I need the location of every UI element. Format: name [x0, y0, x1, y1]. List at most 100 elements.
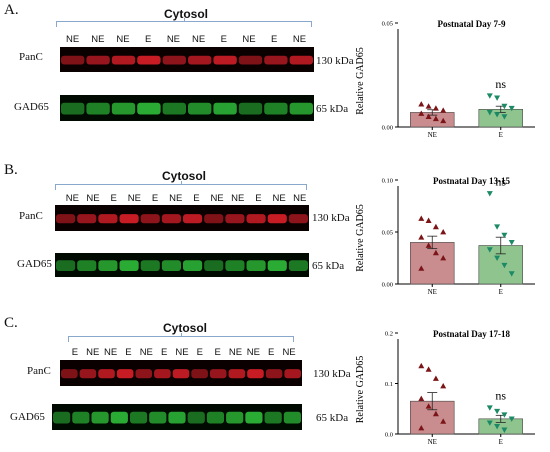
data-point — [418, 101, 425, 107]
data-point — [418, 234, 425, 240]
data-point — [440, 107, 447, 113]
panc-band — [119, 214, 139, 224]
chart-title: Postnatal Day 7-9 — [438, 19, 506, 29]
panel-c-gad65-label: GAD65 — [10, 411, 45, 423]
gad65-band — [72, 411, 90, 424]
gad65-band — [188, 102, 212, 115]
gad65-band — [246, 260, 266, 271]
data-point — [440, 418, 447, 424]
data-point — [501, 114, 508, 120]
panc-band — [98, 369, 115, 379]
lane-label: E — [125, 347, 132, 358]
data-point — [425, 113, 432, 119]
panc-band — [228, 369, 246, 379]
chart-ylabel: Relative GAD65 — [355, 47, 366, 115]
panc-band — [191, 369, 208, 379]
data-point — [418, 265, 425, 271]
panel-b-gad65-label: GAD65 — [17, 258, 52, 270]
panc-band — [154, 369, 171, 379]
panc-band — [265, 369, 283, 379]
chart-postnatal-day-13-15: Postnatal Day 13-15 Relative GAD65 0.00 0.0… — [355, 175, 535, 296]
data-point — [501, 232, 508, 239]
panel-b-letter: B. — [4, 162, 18, 178]
lane-label: NE — [175, 347, 189, 358]
y-tick-label: 0.05 — [382, 230, 393, 237]
data-point — [486, 93, 493, 99]
data-point — [418, 215, 425, 221]
panc-band — [213, 55, 237, 65]
data-point — [508, 105, 515, 112]
panc-band — [161, 214, 181, 224]
lane-label: NE — [169, 193, 183, 204]
panel-b-lane-labels: NE NE E NE E NE E NE NE E NE NE — [62, 193, 310, 204]
gad65-band — [77, 260, 97, 271]
lane-label: E — [110, 193, 117, 204]
data-point — [440, 229, 447, 235]
gad65-band — [56, 260, 76, 271]
gad65-band — [288, 260, 308, 271]
data-point — [501, 262, 508, 269]
y-tick-label: 0.1 — [385, 381, 393, 388]
lane-label: NE — [86, 347, 100, 358]
lane-label: NE — [139, 347, 153, 358]
data-point — [494, 112, 501, 118]
panc-band — [209, 369, 227, 379]
panc-band — [86, 55, 110, 65]
data-point — [432, 375, 439, 381]
gad65-band — [111, 102, 136, 115]
lane-label: E — [160, 347, 168, 358]
significance-label: ns — [495, 175, 506, 189]
panc-band — [204, 214, 224, 224]
gad65-band — [149, 411, 167, 424]
panel-a-gad65-kda: 65 kDa — [316, 103, 349, 115]
panc-band — [188, 55, 212, 65]
gad65-band — [245, 411, 263, 424]
data-point — [425, 403, 432, 409]
gad65-band — [206, 411, 225, 424]
panc-band — [247, 369, 264, 379]
data-point — [486, 191, 493, 197]
lane-label: NE — [166, 34, 181, 45]
panc-band — [116, 369, 134, 379]
gad65-band — [53, 411, 71, 424]
panc-band — [98, 214, 118, 224]
lane-label: NE — [242, 34, 256, 45]
gad65-band — [168, 411, 186, 424]
y-tick-label: 0.0 — [385, 432, 393, 439]
data-point — [508, 240, 515, 246]
gad65-band — [140, 260, 160, 271]
gad65-band — [289, 102, 313, 115]
gad65-band — [187, 411, 205, 424]
lane-label: NE — [292, 34, 307, 45]
panel-a-panc-blot — [60, 47, 314, 72]
lane-label: E — [145, 34, 152, 45]
lane-label: E — [220, 34, 227, 45]
data-point — [425, 217, 432, 223]
data-point — [494, 255, 501, 261]
x-tick-label: NE — [428, 288, 437, 296]
gad65-band — [137, 102, 161, 115]
panel-a-cytosol-bracket — [56, 18, 312, 27]
data-point — [440, 117, 447, 124]
panc-band — [172, 369, 190, 379]
lane-label: NE — [228, 347, 243, 358]
panc-band — [225, 214, 245, 224]
panel-c-letter: C. — [4, 315, 18, 331]
y-tick-label: 0.05 — [382, 21, 393, 28]
panel-a-panc-label: PanC — [19, 51, 43, 63]
panc-band — [137, 55, 161, 65]
gad65-band — [98, 260, 118, 271]
panel-b-panc-label: PanC — [19, 210, 43, 222]
data-point — [432, 105, 439, 111]
panel-c-panc-label: PanC — [27, 365, 51, 377]
lane-label: E — [271, 34, 278, 45]
lane-label: NE — [282, 347, 296, 358]
panc-band — [135, 369, 153, 379]
panc-band — [61, 55, 85, 65]
data-point — [508, 271, 515, 277]
x-tick-label: NE — [428, 438, 437, 446]
panel-b-panc-blot — [55, 205, 309, 231]
panc-band — [183, 214, 203, 224]
data-point — [494, 95, 501, 101]
panel-c-lane-labels: E NE NE E NE E NE E E NE NE E NE — [66, 347, 298, 358]
